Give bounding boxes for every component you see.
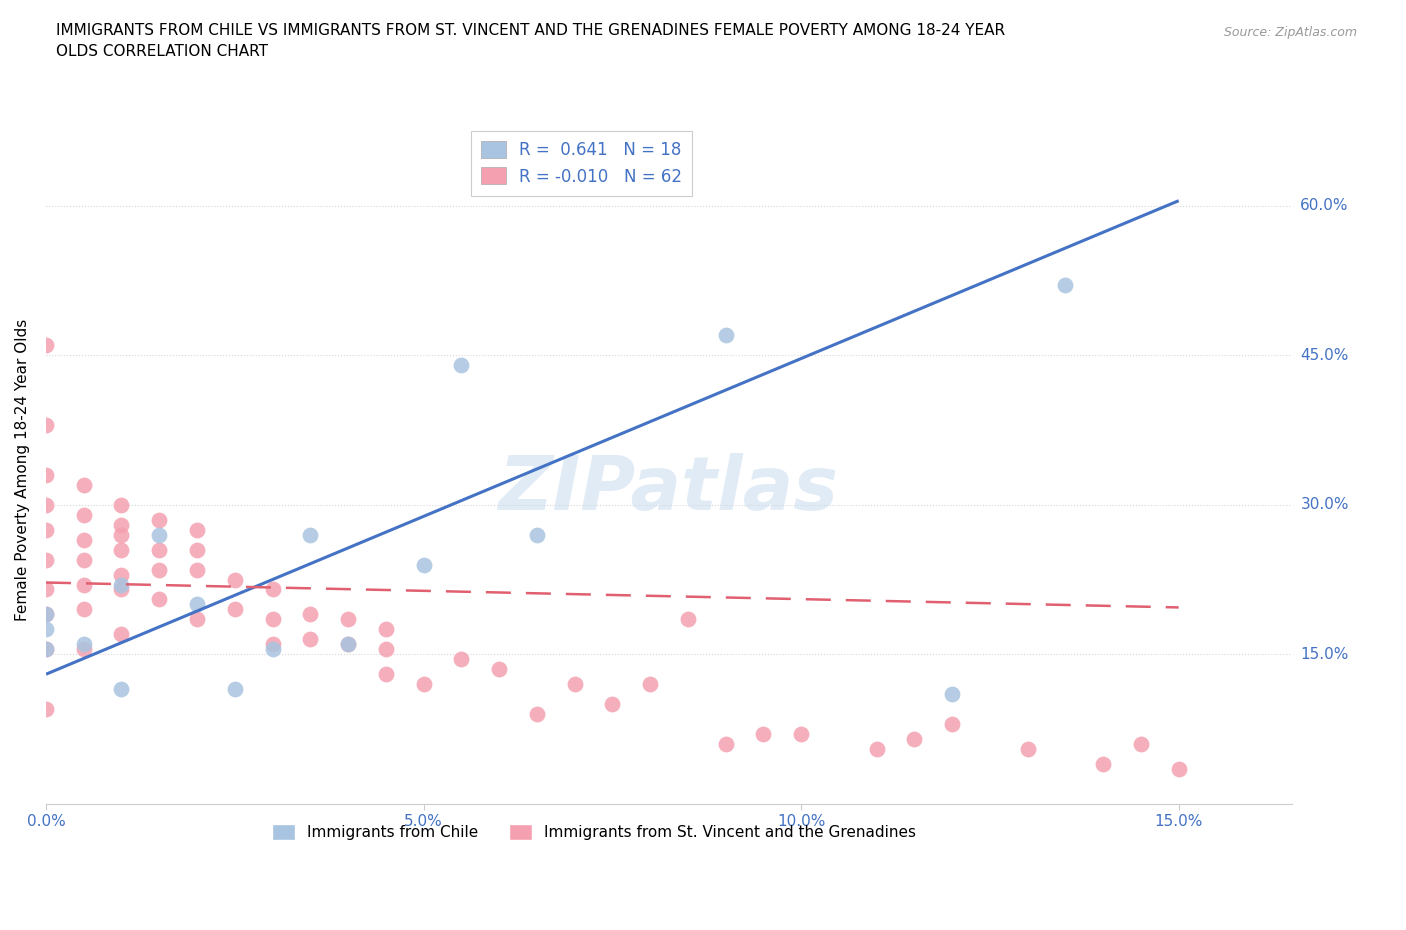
Point xyxy=(35,418,58,432)
Point xyxy=(412,677,434,692)
Text: 60.0%: 60.0% xyxy=(1301,198,1348,213)
Point xyxy=(73,477,96,492)
Point xyxy=(186,597,208,612)
Point xyxy=(526,707,548,722)
Point xyxy=(110,517,132,532)
Point xyxy=(412,557,434,572)
Point xyxy=(374,622,396,637)
Point xyxy=(903,732,925,747)
Y-axis label: Female Poverty Among 18-24 Year Olds: Female Poverty Among 18-24 Year Olds xyxy=(15,319,30,621)
Point xyxy=(186,542,208,557)
Point xyxy=(35,607,58,622)
Point xyxy=(73,578,96,592)
Point xyxy=(35,468,58,483)
Point xyxy=(790,726,813,741)
Point xyxy=(35,642,58,657)
Point xyxy=(73,602,96,617)
Text: 45.0%: 45.0% xyxy=(1301,348,1348,363)
Point xyxy=(488,662,510,677)
Point xyxy=(374,642,396,657)
Point xyxy=(148,592,170,607)
Point xyxy=(1092,756,1115,771)
Point xyxy=(186,523,208,538)
Point xyxy=(299,607,322,622)
Point xyxy=(73,532,96,547)
Point xyxy=(110,627,132,642)
Point xyxy=(602,697,624,711)
Point xyxy=(262,582,284,597)
Point xyxy=(714,737,737,751)
Point xyxy=(1129,737,1152,751)
Point xyxy=(148,562,170,577)
Point xyxy=(450,358,472,373)
Point xyxy=(714,328,737,343)
Point xyxy=(73,637,96,652)
Point xyxy=(110,498,132,512)
Point xyxy=(299,527,322,542)
Point xyxy=(110,582,132,597)
Point xyxy=(110,682,132,697)
Point xyxy=(148,542,170,557)
Point xyxy=(224,572,246,587)
Point xyxy=(224,682,246,697)
Point xyxy=(35,701,58,716)
Point xyxy=(299,631,322,646)
Point xyxy=(676,612,699,627)
Point xyxy=(35,523,58,538)
Point xyxy=(110,567,132,582)
Point xyxy=(148,512,170,527)
Point xyxy=(73,642,96,657)
Point xyxy=(35,622,58,637)
Point xyxy=(337,637,360,652)
Point xyxy=(638,677,661,692)
Point xyxy=(35,642,58,657)
Point xyxy=(186,612,208,627)
Text: Source: ZipAtlas.com: Source: ZipAtlas.com xyxy=(1223,26,1357,39)
Point xyxy=(337,612,360,627)
Point xyxy=(941,686,963,701)
Point xyxy=(262,612,284,627)
Point xyxy=(35,582,58,597)
Point xyxy=(752,726,775,741)
Point xyxy=(941,717,963,732)
Point xyxy=(224,602,246,617)
Point xyxy=(148,527,170,542)
Point xyxy=(262,637,284,652)
Point xyxy=(374,667,396,682)
Point xyxy=(1167,762,1189,777)
Text: 30.0%: 30.0% xyxy=(1301,498,1348,512)
Point xyxy=(337,637,360,652)
Point xyxy=(73,507,96,522)
Text: IMMIGRANTS FROM CHILE VS IMMIGRANTS FROM ST. VINCENT AND THE GRENADINES FEMALE P: IMMIGRANTS FROM CHILE VS IMMIGRANTS FROM… xyxy=(56,23,1005,60)
Point xyxy=(526,527,548,542)
Point xyxy=(35,607,58,622)
Legend: Immigrants from Chile, Immigrants from St. Vincent and the Grenadines: Immigrants from Chile, Immigrants from S… xyxy=(266,818,922,846)
Point xyxy=(35,498,58,512)
Point xyxy=(110,542,132,557)
Point xyxy=(35,338,58,352)
Point xyxy=(110,578,132,592)
Point xyxy=(35,552,58,567)
Point xyxy=(866,741,889,756)
Point xyxy=(1017,741,1039,756)
Point xyxy=(450,652,472,667)
Point xyxy=(564,677,586,692)
Point xyxy=(186,562,208,577)
Point xyxy=(73,552,96,567)
Point xyxy=(1054,278,1077,293)
Text: 15.0%: 15.0% xyxy=(1301,646,1348,662)
Point xyxy=(262,642,284,657)
Text: ZIPatlas: ZIPatlas xyxy=(499,454,839,526)
Point xyxy=(110,527,132,542)
